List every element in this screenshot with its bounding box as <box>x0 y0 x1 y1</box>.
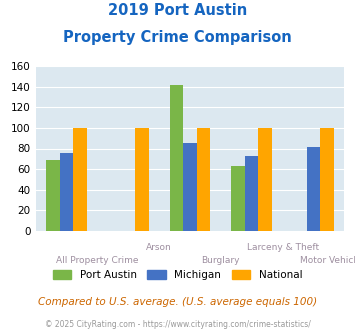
Bar <box>73 128 87 231</box>
Legend: Port Austin, Michigan, National: Port Austin, Michigan, National <box>49 266 306 284</box>
Text: Arson: Arson <box>146 243 172 251</box>
Text: Compared to U.S. average. (U.S. average equals 100): Compared to U.S. average. (U.S. average … <box>38 297 317 307</box>
Text: © 2025 CityRating.com - https://www.cityrating.com/crime-statistics/: © 2025 CityRating.com - https://www.city… <box>45 320 310 329</box>
Bar <box>170 84 183 231</box>
Text: Burglary: Burglary <box>202 256 240 265</box>
Bar <box>135 128 148 231</box>
Bar <box>183 143 197 231</box>
Text: Larceny & Theft: Larceny & Theft <box>246 243 319 251</box>
Bar <box>231 166 245 231</box>
Bar <box>197 128 210 231</box>
Text: Motor Vehicle Theft: Motor Vehicle Theft <box>300 256 355 265</box>
Text: 2019 Port Austin: 2019 Port Austin <box>108 3 247 18</box>
Text: Property Crime Comparison: Property Crime Comparison <box>63 30 292 45</box>
Bar <box>307 148 320 231</box>
Bar <box>258 128 272 231</box>
Bar <box>46 160 60 231</box>
Text: All Property Crime: All Property Crime <box>56 256 138 265</box>
Bar <box>245 156 258 231</box>
Bar <box>320 128 334 231</box>
Bar <box>60 152 73 231</box>
